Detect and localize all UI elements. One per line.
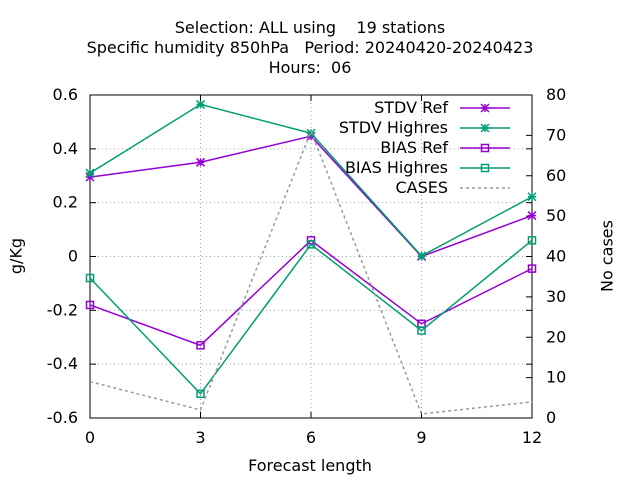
series-line-bias-highres bbox=[89, 239, 533, 395]
data-point-bias-highres bbox=[527, 236, 537, 245]
y-tick-label: -0.6 bbox=[47, 408, 78, 427]
legend-label-bias-ref: BIAS Ref bbox=[380, 138, 448, 157]
y-tick-label: 0.2 bbox=[53, 193, 78, 212]
data-point-stdv-highres bbox=[195, 99, 206, 109]
series-line-stdv-ref bbox=[89, 135, 533, 258]
y2-tick-label: 20 bbox=[546, 327, 566, 346]
data-point-bias-ref bbox=[196, 341, 205, 350]
y2-tick-label: 40 bbox=[546, 247, 566, 266]
y-tick-label: 0 bbox=[68, 247, 78, 266]
data-point-bias-ref bbox=[85, 300, 95, 310]
y2-tick-label: 50 bbox=[546, 206, 566, 225]
legend-label-bias-highres: BIAS Highres bbox=[345, 158, 448, 177]
x-tick-label: 0 bbox=[85, 428, 95, 447]
y-tick-label: 0.6 bbox=[53, 85, 78, 104]
y2-tick-label: 70 bbox=[546, 125, 566, 144]
y-tick-label: 0.4 bbox=[53, 139, 78, 158]
y-axis-label: g/Kg bbox=[6, 237, 26, 275]
data-point-stdv-ref bbox=[195, 157, 206, 167]
data-point-bias-highres bbox=[306, 240, 316, 249]
y2-tick-label: 0 bbox=[546, 408, 556, 427]
data-point-stdv-highres bbox=[527, 192, 537, 202]
x-tick-label: 12 bbox=[522, 428, 542, 447]
y-tick-label: -0.2 bbox=[47, 300, 78, 319]
y-tick-label: -0.4 bbox=[47, 354, 78, 373]
data-point-stdv-highres bbox=[85, 168, 95, 178]
y2-tick-label: 10 bbox=[546, 368, 566, 387]
legend-label-cases: CASES bbox=[395, 178, 448, 197]
data-point-bias-highres bbox=[85, 273, 95, 283]
chart-title-line-3: Hours: 06 bbox=[268, 58, 352, 77]
y2-axis-label: No cases bbox=[597, 220, 617, 292]
x-tick-label: 3 bbox=[195, 428, 205, 447]
legend-marker-stdv-highres bbox=[480, 123, 490, 133]
x-tick-label: 6 bbox=[306, 428, 316, 447]
data-point-bias-ref bbox=[527, 264, 537, 273]
data-point-bias-highres bbox=[196, 389, 205, 399]
y2-tick-label: 60 bbox=[546, 166, 566, 185]
legend-marker-bias-highres bbox=[480, 163, 490, 173]
y2-tick-label: 30 bbox=[546, 287, 566, 306]
legend-label-stdv-ref: STDV Ref bbox=[374, 98, 448, 117]
x-axis-label: Forecast length bbox=[248, 456, 372, 475]
legend-marker-bias-ref bbox=[480, 143, 490, 153]
chart-title-line-1: Selection: ALL using 19 stations bbox=[174, 18, 446, 37]
x-tick-label: 9 bbox=[416, 428, 426, 447]
data-point-stdv-ref bbox=[527, 211, 537, 221]
legend-marker-stdv-ref bbox=[480, 103, 490, 113]
data-point-stdv-highres bbox=[416, 251, 427, 261]
data-point-bias-highres bbox=[417, 326, 426, 335]
legend-label-stdv-highres: STDV Highres bbox=[339, 118, 448, 137]
chart-title-line-2: Specific humidity 850hPa Period: 2024042… bbox=[86, 38, 534, 57]
y2-tick-label: 80 bbox=[546, 85, 566, 104]
